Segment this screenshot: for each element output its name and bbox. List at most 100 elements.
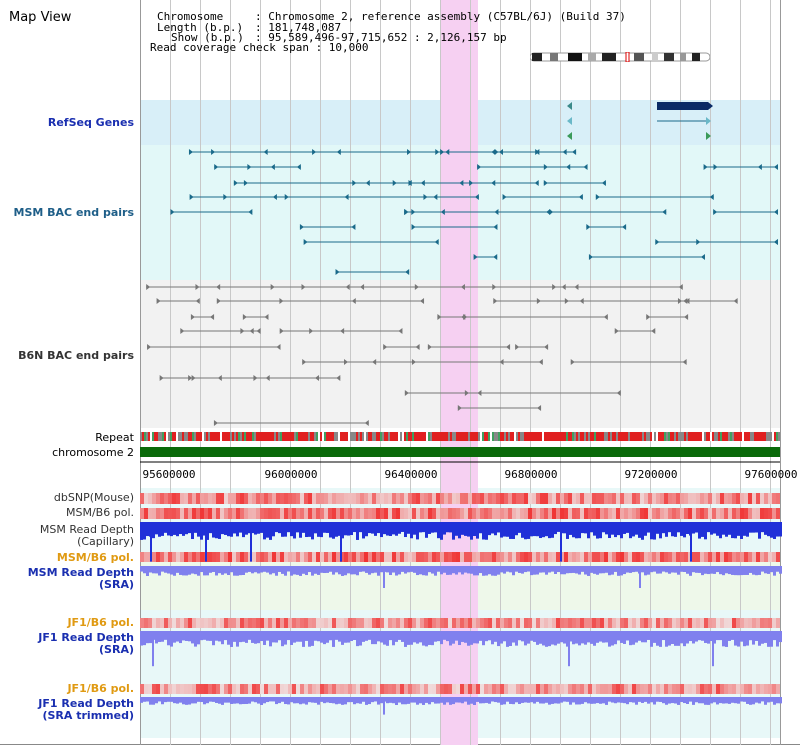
heat-cell [596, 493, 600, 504]
depth-bar [695, 522, 698, 533]
depth-bar [608, 522, 611, 539]
depth-bar [524, 522, 527, 540]
repeat-block [232, 432, 234, 441]
depth-bar [467, 522, 470, 537]
heat-cell [428, 552, 432, 562]
heat-cell [556, 508, 560, 519]
track-label-jf1-read-trimmed[interactable]: JF1 Read Depth [38, 697, 134, 710]
track-label-msm-b6-pol[interactable]: MSM/B6 pol. [66, 506, 134, 519]
track-label-repeat[interactable]: Repeat [95, 431, 134, 444]
length-label: Length (b.p.) [157, 21, 244, 34]
heat-cell [676, 493, 680, 504]
repeat-block [466, 432, 468, 441]
depth-bar [182, 522, 185, 536]
depth-bar [422, 631, 425, 646]
heat-cell [468, 684, 472, 694]
track-label-b6n-bac[interactable]: B6N BAC end pairs [18, 349, 134, 362]
depth-bar [698, 697, 701, 704]
heat-cell [696, 508, 700, 519]
repeat-block [258, 432, 260, 441]
depth-bar [383, 631, 386, 645]
depth-bar [428, 522, 431, 534]
depth-bar [194, 522, 197, 533]
heat-cell [612, 552, 616, 562]
bac-end-icon [583, 164, 588, 170]
repeat-block [770, 432, 772, 441]
depth-bar [695, 631, 698, 642]
track-label-dbsnp[interactable]: dbSNP(Mouse) [53, 491, 134, 504]
heat-cell [208, 684, 212, 694]
heat-cell [608, 493, 612, 504]
depth-bar [353, 631, 356, 641]
depth-bar [416, 566, 419, 576]
depth-bar [320, 631, 323, 643]
heat-cell [492, 552, 496, 562]
depth-bar [719, 697, 722, 704]
heat-cell [284, 508, 288, 519]
track-label-jf1-read-sra[interactable]: JF1 Read Depth [38, 631, 134, 644]
heat-cell [532, 684, 536, 694]
depth-bar [779, 566, 782, 574]
depth-bar [164, 697, 167, 703]
track-label-msm-bac[interactable]: MSM BAC end pairs [13, 206, 134, 219]
heat-cell [752, 552, 756, 562]
bac-end-icon [601, 180, 606, 186]
track-label-msm-read-capillary[interactable]: MSM Read Depth [39, 523, 134, 536]
heat-cell [344, 552, 348, 562]
depth-bar [248, 566, 251, 572]
heat-cell [496, 552, 500, 562]
heat-cell [264, 493, 268, 504]
heat-cell [552, 684, 556, 694]
heat-cell [468, 508, 472, 519]
depth-bar [470, 697, 473, 704]
bac-end-icon [562, 149, 567, 155]
bac-end-icon [549, 209, 554, 215]
depth-bar [305, 566, 308, 576]
depth-bar [632, 697, 635, 703]
track-label-chromosome[interactable]: chromosome 2 [52, 446, 134, 459]
depth-bar [608, 697, 611, 702]
track-label-msm-read-sra[interactable]: MSM Read Depth [27, 566, 134, 579]
repeat-block [668, 432, 670, 441]
bac-end-icon [682, 359, 687, 365]
heat-cell [540, 618, 544, 628]
depth-bar [170, 631, 173, 647]
repeat-block [412, 432, 414, 441]
chromosome-ideogram[interactable] [530, 52, 710, 62]
repeat-block [378, 432, 380, 441]
track-label-jf1-pol-2[interactable]: JF1/B6 pol. [67, 682, 134, 695]
depth-bar [359, 631, 362, 646]
depth-bar [155, 566, 158, 574]
heat-cell [192, 684, 196, 694]
track-label-refseq[interactable]: RefSeq Genes [47, 116, 134, 129]
depth-bar [320, 697, 323, 702]
depth-bar [287, 631, 290, 641]
heat-cell [424, 618, 428, 628]
depth-bar [233, 631, 236, 642]
repeat-block [720, 432, 722, 441]
repeat-block [664, 432, 666, 441]
depth-bar [647, 631, 650, 640]
depth-bar [302, 631, 305, 647]
repeat-block [292, 432, 294, 441]
depth-bar [728, 697, 731, 704]
heat-cell [764, 508, 768, 519]
track-label-jf1-pol[interactable]: JF1/B6 pol. [67, 616, 134, 629]
repeat-block [374, 432, 376, 441]
repeat-block [760, 432, 762, 441]
depth-bar [290, 566, 293, 576]
depth-bar [608, 631, 611, 647]
heat-cell [420, 508, 424, 519]
track-label-msm-b6-pol-2[interactable]: MSM/B6 pol. [56, 551, 134, 564]
heat-cell [144, 618, 148, 628]
heat-cell [692, 493, 696, 504]
depth-bar [725, 631, 728, 647]
depth-bar [398, 566, 401, 575]
repeat-block [516, 432, 518, 441]
repeat-block [690, 432, 692, 441]
repeat-block [532, 432, 534, 441]
heat-cell [312, 618, 316, 628]
heat-cell [428, 508, 432, 519]
depth-bar [386, 566, 389, 573]
